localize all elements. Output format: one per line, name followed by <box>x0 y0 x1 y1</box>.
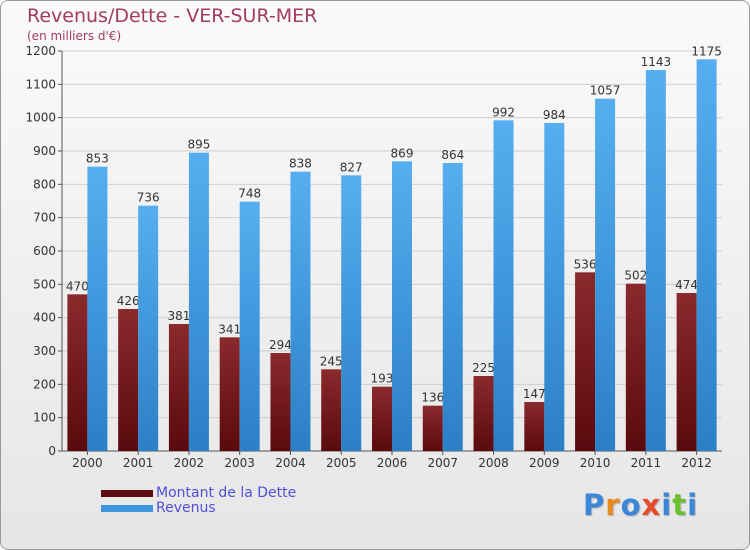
data-label-debt: 426 <box>117 294 140 308</box>
bar-revenue <box>239 201 260 451</box>
data-label-debt: 147 <box>523 387 546 401</box>
chart-subtitle: (en milliers d'€) <box>27 29 122 43</box>
data-label-debt: 245 <box>320 354 343 368</box>
bar-revenue <box>442 163 463 451</box>
data-label-revenue: 853 <box>86 152 109 166</box>
y-tick-label: 1000 <box>25 111 56 125</box>
data-label-revenue: 748 <box>238 187 261 201</box>
y-tick-label: 700 <box>33 211 56 225</box>
y-tick-label: 300 <box>33 344 56 358</box>
y-tick-label: 100 <box>33 411 56 425</box>
bar-debt <box>219 337 240 451</box>
logo-letter: i <box>661 488 673 522</box>
data-label-revenue: 992 <box>492 105 515 119</box>
x-tick-label: 2003 <box>224 456 255 470</box>
y-tick-label: 1100 <box>25 77 56 91</box>
bar-debt <box>118 309 139 451</box>
legend-label-debt: Montant de la Dette <box>156 485 297 501</box>
data-label-revenue: 984 <box>543 108 566 122</box>
bar-debt <box>473 376 494 451</box>
logo-letter: P <box>583 488 606 522</box>
chart-title: Revenus/Dette - VER-SUR-MER <box>27 5 318 27</box>
legend-swatch-revenue <box>101 505 153 512</box>
data-label-debt: 294 <box>269 338 292 352</box>
bar-revenue <box>544 123 565 451</box>
data-label-revenue: 869 <box>391 146 414 160</box>
data-label-debt: 381 <box>167 309 190 323</box>
data-label-debt: 502 <box>624 269 647 283</box>
x-tick-label: 2001 <box>123 456 154 470</box>
data-label-revenue: 864 <box>441 148 464 162</box>
data-label-debt: 470 <box>66 279 89 293</box>
x-tick-label: 2000 <box>72 456 103 470</box>
legend-swatch-debt <box>101 490 153 497</box>
logo-letter: r <box>605 488 621 522</box>
y-tick-label: 800 <box>33 177 56 191</box>
y-tick-label: 400 <box>33 311 56 325</box>
x-tick-label: 2009 <box>529 456 560 470</box>
y-tick-label: 1200 <box>25 44 56 58</box>
data-label-revenue: 1143 <box>641 55 672 69</box>
data-label-revenue: 1057 <box>590 84 621 98</box>
bar-debt <box>67 294 88 451</box>
logo-letter: o <box>620 488 642 522</box>
bar-debt <box>625 283 646 451</box>
bar-debt <box>575 272 596 451</box>
bar-revenue <box>392 161 412 452</box>
y-tick-label: 600 <box>33 244 56 258</box>
data-label-revenue: 838 <box>289 157 312 171</box>
x-tick-label: 2006 <box>377 456 408 470</box>
data-label-revenue: 1175 <box>691 44 722 58</box>
x-tick-label: 2004 <box>275 456 306 470</box>
data-label-debt: 136 <box>421 391 444 405</box>
data-label-debt: 341 <box>218 322 241 336</box>
x-tick-label: 2008 <box>478 456 509 470</box>
bar-debt <box>372 386 392 451</box>
x-tick-label: 2011 <box>631 456 662 470</box>
data-label-debt: 193 <box>371 372 394 386</box>
data-label-debt: 225 <box>472 361 495 375</box>
bar-debt <box>270 353 291 451</box>
data-label-revenue: 827 <box>340 160 363 174</box>
x-tick-label: 2002 <box>174 456 205 470</box>
data-label-debt: 536 <box>574 257 597 271</box>
proxiti-logo: Proxiti <box>583 488 698 522</box>
legend-label-revenue: Revenus <box>156 500 216 516</box>
logo-letter: i <box>687 488 699 522</box>
x-tick-label: 2007 <box>427 456 458 470</box>
logo-letter: t <box>672 488 688 522</box>
y-tick-label: 0 <box>48 444 56 458</box>
bar-debt <box>168 324 189 451</box>
x-tick-label: 2010 <box>580 456 611 470</box>
data-label-revenue: 895 <box>187 138 210 152</box>
bar-revenue <box>138 205 159 451</box>
bar-revenue <box>188 152 209 451</box>
data-label-revenue: 736 <box>137 191 160 205</box>
bar-revenue <box>493 120 514 451</box>
bar-revenue <box>87 166 108 451</box>
bar-debt <box>524 402 545 451</box>
bar-debt <box>676 293 697 451</box>
bar-debt <box>422 405 443 451</box>
x-tick-label: 2005 <box>326 456 357 470</box>
y-tick-label: 500 <box>33 277 56 291</box>
bar-revenue <box>290 171 311 451</box>
logo-letter: x <box>641 488 662 522</box>
y-tick-label: 900 <box>33 144 56 158</box>
bar-revenue <box>341 175 362 452</box>
x-tick-label: 2012 <box>681 456 712 470</box>
data-label-debt: 474 <box>675 278 698 292</box>
y-tick-label: 200 <box>33 377 56 391</box>
bar-revenue <box>595 98 616 452</box>
bar-revenue <box>645 70 666 451</box>
bar-debt <box>321 369 342 451</box>
bar-revenue <box>696 59 717 451</box>
